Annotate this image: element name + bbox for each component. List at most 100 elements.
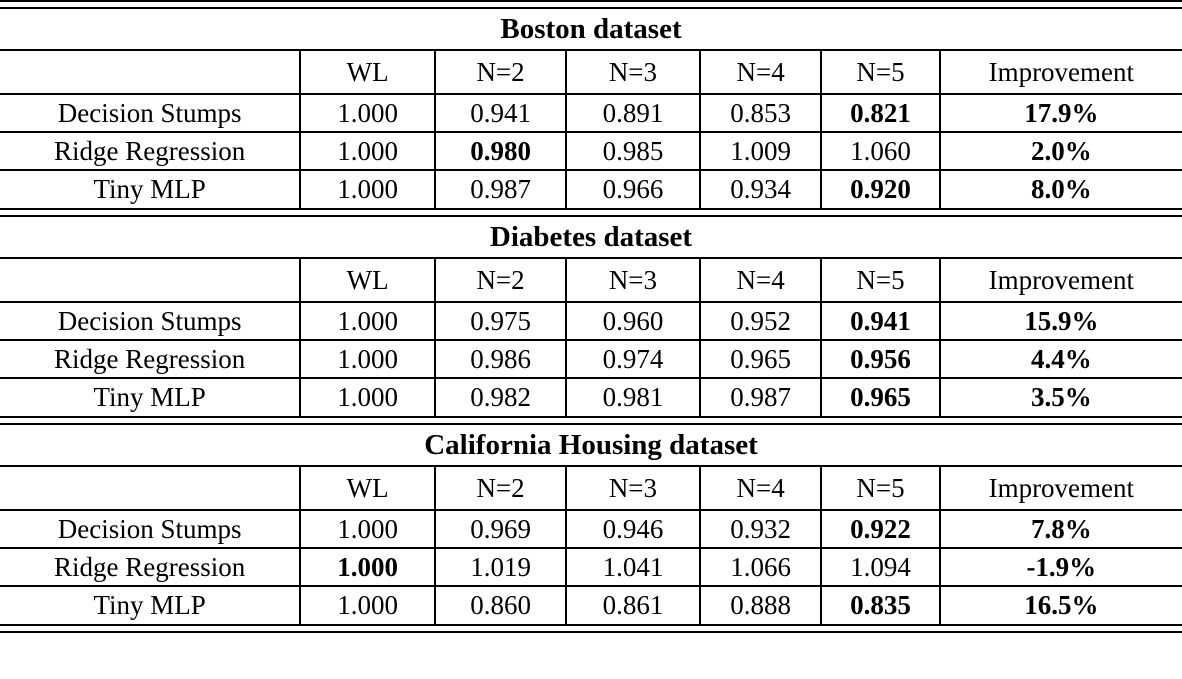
metric-cell: 1.094 — [820, 547, 940, 586]
metric-cell: 0.888 — [698, 585, 822, 624]
col-header-wl: WL — [299, 50, 435, 95]
metric-cell: 0.985 — [565, 131, 700, 170]
col-header-empty — [0, 258, 301, 303]
col-header-n3: N=3 — [565, 466, 700, 511]
metric-cell: 0.860 — [433, 585, 567, 624]
col-header-n3: N=3 — [565, 50, 700, 95]
section-title: California Housing dataset — [0, 425, 1182, 467]
metric-cell: 0.960 — [565, 301, 700, 340]
metric-cell: 0.952 — [698, 301, 822, 340]
table-row: Ridge Regression 1.000 0.980 0.985 1.009… — [0, 131, 1182, 170]
metric-cell: 0.965 — [820, 377, 940, 416]
col-header-improvement: Improvement — [938, 466, 1182, 511]
row-label: Tiny MLP — [0, 169, 301, 208]
metric-cell: 1.000 — [299, 131, 435, 170]
col-header-improvement: Improvement — [938, 50, 1182, 95]
col-header-n4: N=4 — [698, 466, 822, 511]
improvement-cell: 7.8% — [938, 509, 1182, 548]
table-row: Tiny MLP 1.000 0.982 0.981 0.987 0.965 3… — [0, 377, 1182, 416]
metric-cell: 1.000 — [299, 509, 435, 548]
row-label: Decision Stumps — [0, 93, 301, 132]
metric-cell: 0.966 — [565, 169, 700, 208]
improvement-cell: 8.0% — [938, 169, 1182, 208]
col-header-n3: N=3 — [565, 258, 700, 303]
metric-cell: 0.975 — [433, 301, 567, 340]
col-header-n5: N=5 — [820, 466, 940, 511]
metric-cell: 0.965 — [698, 339, 822, 378]
section-title-row: Boston dataset — [0, 9, 1182, 51]
row-label: Tiny MLP — [0, 585, 301, 624]
header-row: WL N=2 N=3 N=4 N=5 Improvement — [0, 466, 1182, 511]
table-row: Decision Stumps 1.000 0.969 0.946 0.932 … — [0, 509, 1182, 548]
table-row: Ridge Regression 1.000 0.986 0.974 0.965… — [0, 339, 1182, 378]
row-label: Ridge Regression — [0, 547, 301, 586]
section-title-row: California Housing dataset — [0, 425, 1182, 467]
col-header-n5: N=5 — [820, 258, 940, 303]
improvement-cell: 4.4% — [938, 339, 1182, 378]
section-title: Boston dataset — [0, 9, 1182, 51]
metric-cell: 0.891 — [565, 93, 700, 132]
col-header-n2: N=2 — [433, 466, 567, 511]
metric-cell: 1.000 — [299, 301, 435, 340]
col-header-empty — [0, 466, 301, 511]
metric-cell: 0.920 — [820, 169, 940, 208]
bottom-double-rule — [0, 624, 1182, 633]
header-row: WL N=2 N=3 N=4 N=5 Improvement — [0, 50, 1182, 95]
header-row: WL N=2 N=3 N=4 N=5 Improvement — [0, 258, 1182, 303]
row-label: Ridge Regression — [0, 131, 301, 170]
dataset-table-california: California Housing dataset WL N=2 N=3 N=… — [0, 425, 1182, 624]
improvement-cell: -1.9% — [938, 547, 1182, 586]
metric-cell: 0.946 — [565, 509, 700, 548]
metric-cell: 1.000 — [299, 93, 435, 132]
metric-cell: 0.982 — [433, 377, 567, 416]
metric-cell: 1.060 — [820, 131, 940, 170]
improvement-cell: 3.5% — [938, 377, 1182, 416]
table-row: Tiny MLP 1.000 0.987 0.966 0.934 0.920 8… — [0, 169, 1182, 208]
metric-cell: 1.000 — [299, 169, 435, 208]
col-header-n4: N=4 — [698, 258, 822, 303]
col-header-improvement: Improvement — [938, 258, 1182, 303]
metric-cell: 0.922 — [820, 509, 940, 548]
metric-cell: 0.934 — [698, 169, 822, 208]
improvement-cell: 16.5% — [938, 585, 1182, 624]
improvement-cell: 2.0% — [938, 131, 1182, 170]
dataset-table-boston: Boston dataset WL N=2 N=3 N=4 N=5 Improv… — [0, 9, 1182, 208]
metric-cell: 0.821 — [820, 93, 940, 132]
row-label: Decision Stumps — [0, 509, 301, 548]
metric-cell: 0.853 — [698, 93, 822, 132]
row-label: Decision Stumps — [0, 301, 301, 340]
metric-cell: 1.000 — [299, 339, 435, 378]
metric-cell: 0.987 — [698, 377, 822, 416]
metric-cell: 1.009 — [698, 131, 822, 170]
col-header-wl: WL — [299, 466, 435, 511]
col-header-empty — [0, 50, 301, 95]
metric-cell: 0.980 — [433, 131, 567, 170]
table-row: Ridge Regression 1.000 1.019 1.041 1.066… — [0, 547, 1182, 586]
table-row: Decision Stumps 1.000 0.975 0.960 0.952 … — [0, 301, 1182, 340]
metric-cell: 1.019 — [433, 547, 567, 586]
results-table: Boston dataset WL N=2 N=3 N=4 N=5 Improv… — [0, 0, 1182, 633]
top-double-rule — [0, 0, 1182, 9]
section-divider-double-rule — [0, 416, 1182, 425]
metric-cell: 0.969 — [433, 509, 567, 548]
col-header-n2: N=2 — [433, 50, 567, 95]
col-header-n4: N=4 — [698, 50, 822, 95]
row-label: Ridge Regression — [0, 339, 301, 378]
metric-cell: 0.932 — [698, 509, 822, 548]
metric-cell: 0.861 — [565, 585, 700, 624]
metric-cell: 0.956 — [820, 339, 940, 378]
row-label: Tiny MLP — [0, 377, 301, 416]
metric-cell: 0.941 — [433, 93, 567, 132]
metric-cell: 0.974 — [565, 339, 700, 378]
metric-cell: 1.066 — [698, 547, 822, 586]
improvement-cell: 17.9% — [938, 93, 1182, 132]
metric-cell: 0.835 — [820, 585, 940, 624]
section-title-row: Diabetes dataset — [0, 217, 1182, 259]
table-row: Decision Stumps 1.000 0.941 0.891 0.853 … — [0, 93, 1182, 132]
metric-cell: 0.987 — [433, 169, 567, 208]
section-divider-double-rule — [0, 208, 1182, 217]
improvement-cell: 15.9% — [938, 301, 1182, 340]
metric-cell: 0.981 — [565, 377, 700, 416]
metric-cell: 1.000 — [299, 547, 435, 586]
dataset-table-diabetes: Diabetes dataset WL N=2 N=3 N=4 N=5 Impr… — [0, 217, 1182, 416]
